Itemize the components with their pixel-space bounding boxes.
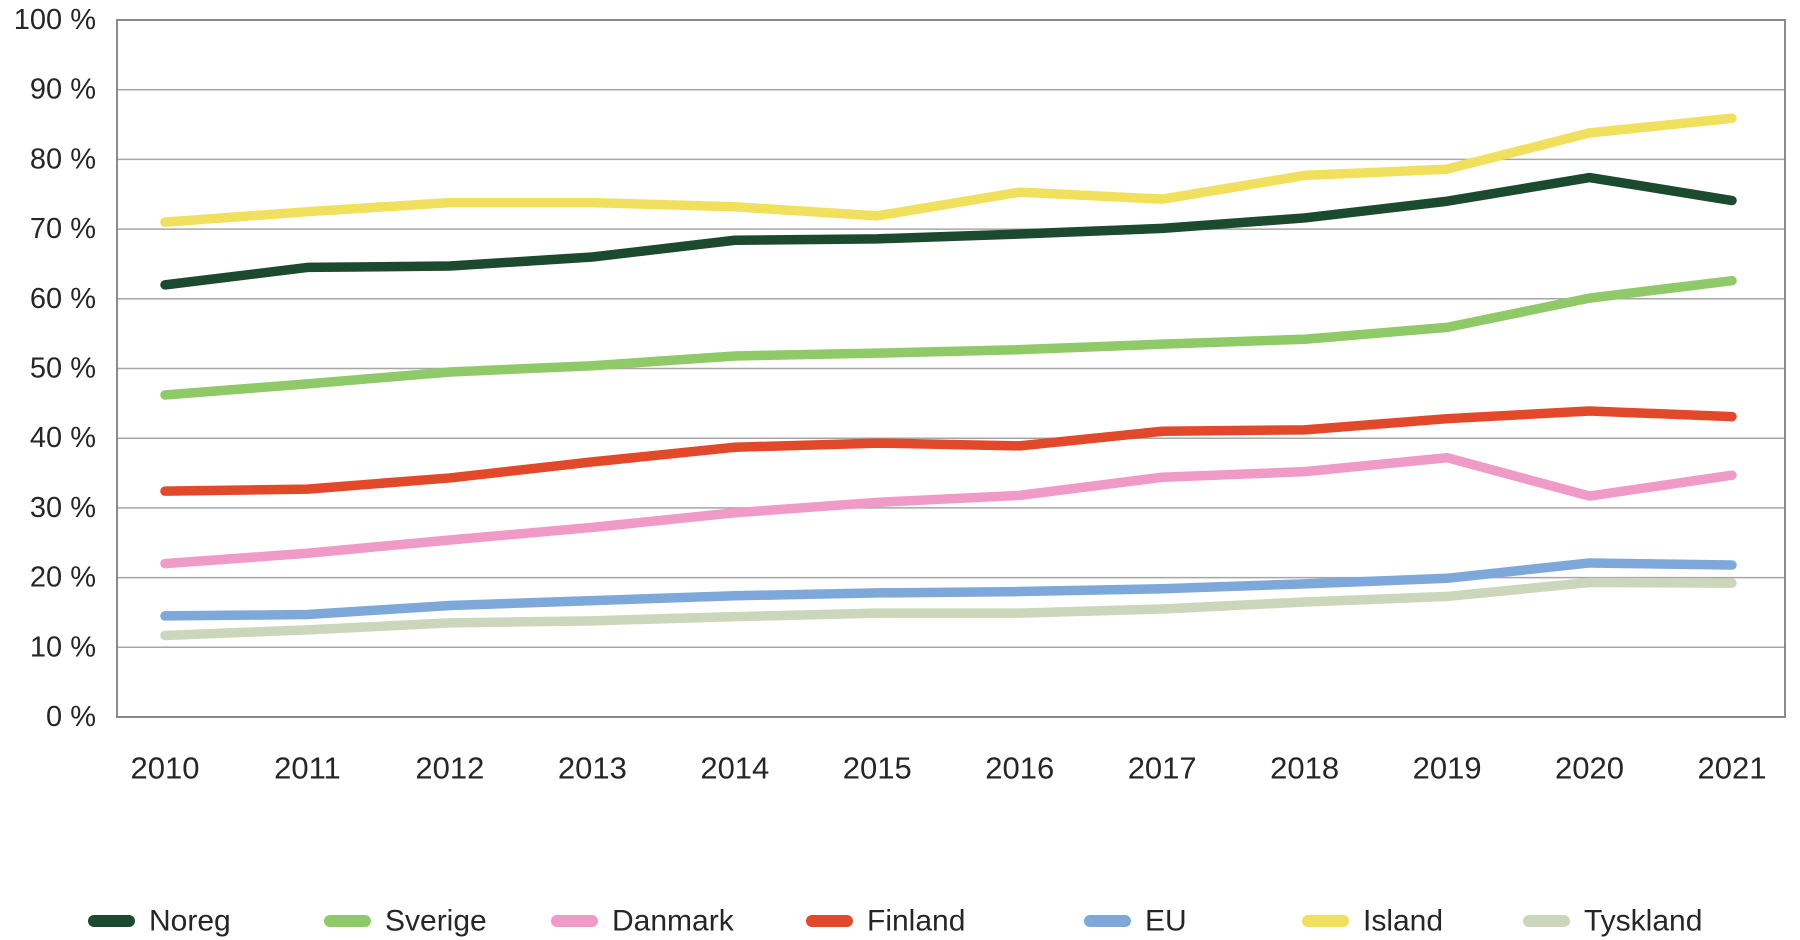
legend-item-noreg: Noreg [88, 905, 231, 938]
legend-label-eu: EU [1145, 905, 1187, 938]
x-tick-label-2016: 2016 [985, 751, 1054, 786]
legend-label-finland: Finland [867, 905, 965, 938]
x-tick-label-2015: 2015 [843, 751, 912, 786]
legend-swatch-sverige [324, 915, 371, 927]
x-tick-label-2014: 2014 [700, 751, 769, 786]
legend-item-tyskland: Tyskland [1523, 905, 1702, 938]
plot-border [116, 19, 1786, 718]
x-tick-label-2013: 2013 [558, 751, 627, 786]
series-line-sverige [160, 275, 1737, 400]
legend-item-island: Island [1302, 905, 1443, 938]
legend-item-danmark: Danmark [551, 905, 735, 938]
x-axis-labels: 2010 2011 2012 2013 2014 2015 2016 2017 2018 2019… [131, 751, 1767, 786]
x-tick-label-2010: 2010 [131, 751, 200, 786]
x-tick-label-2017: 2017 [1128, 751, 1197, 786]
series-line-danmark [160, 452, 1737, 569]
y-tick-label-80: 80 % [30, 143, 96, 175]
legend-swatch-island [1302, 915, 1349, 927]
x-tick-label-2020: 2020 [1555, 751, 1624, 786]
x-tick-label-2019: 2019 [1413, 751, 1482, 786]
x-tick-label-2012: 2012 [415, 751, 484, 786]
legend-swatch-danmark [551, 915, 598, 927]
legend-item-finland: Finland [806, 905, 965, 938]
series-line-tyskland [160, 577, 1737, 641]
x-tick-label-2021: 2021 [1698, 751, 1767, 786]
y-tick-label-70: 70 % [30, 213, 96, 245]
x-tick-label-2011: 2011 [274, 751, 341, 786]
series-line-eu [160, 558, 1737, 621]
y-tick-label-40: 40 % [30, 422, 96, 454]
legend-label-tyskland: Tyskland [1584, 905, 1702, 938]
y-tick-label-30: 30 % [30, 492, 96, 524]
legend-swatch-tyskland [1523, 915, 1570, 927]
legend: Noreg Sverige Danmark Finland EU Island Tyskla… [88, 905, 1702, 938]
series-line-island [160, 113, 1737, 227]
series-line-finland [160, 406, 1737, 496]
series-lines [160, 113, 1737, 641]
y-axis-labels: 0 % 10 % 20 % 30 % 40 % 50 % 60 % 70 % 80 % 90 % 1… [14, 4, 96, 733]
legend-label-noreg: Noreg [149, 905, 231, 938]
legend-label-danmark: Danmark [612, 905, 735, 938]
legend-swatch-eu [1084, 915, 1131, 927]
y-tick-label-10: 10 % [30, 631, 96, 663]
legend-label-island: Island [1363, 905, 1443, 938]
legend-swatch-finland [806, 915, 853, 927]
legend-item-sverige: Sverige [324, 905, 487, 938]
y-tick-label-20: 20 % [30, 562, 96, 594]
y-tick-label-100: 100 % [14, 4, 96, 36]
series-line-noreg [160, 172, 1737, 290]
y-tick-label-60: 60 % [30, 283, 96, 315]
legend-label-sverige: Sverige [385, 905, 487, 938]
x-tick-label-2018: 2018 [1270, 751, 1339, 786]
y-tick-label-90: 90 % [30, 74, 96, 106]
legend-swatch-noreg [88, 915, 135, 927]
legend-item-eu: EU [1084, 905, 1187, 938]
y-tick-label-50: 50 % [30, 353, 96, 385]
y-tick-label-0: 0 % [46, 701, 96, 733]
